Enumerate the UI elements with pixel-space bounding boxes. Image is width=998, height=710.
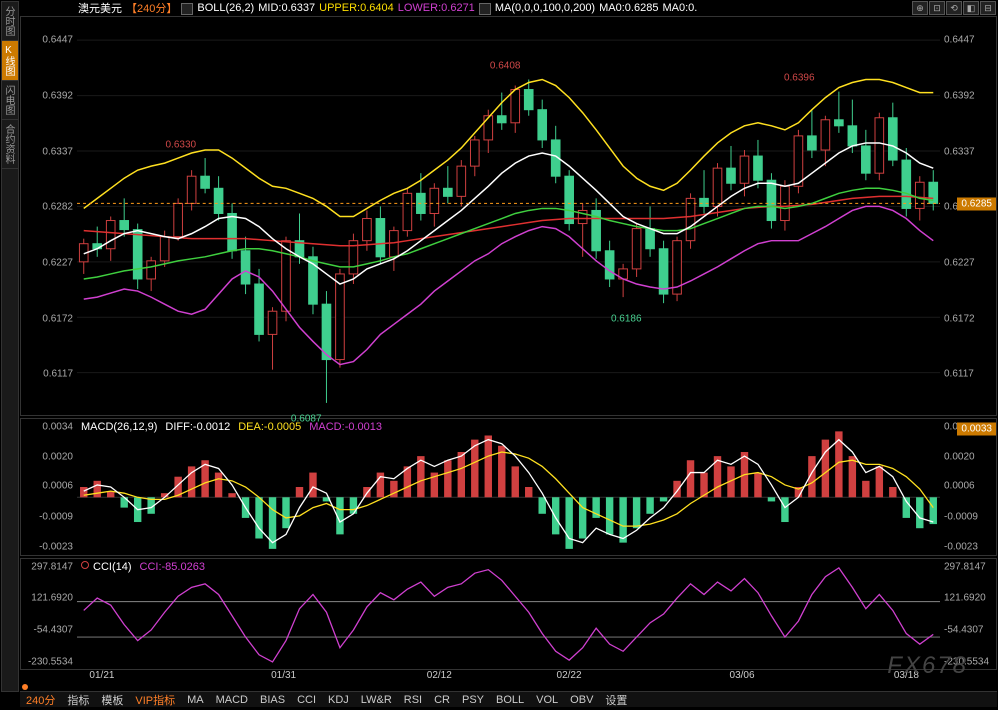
leftbar-tab[interactable]: 分时图 — [2, 2, 18, 41]
indicator-tab[interactable]: MA — [181, 692, 210, 708]
cci-yaxis-left: -230.5534-54.4307121.6920297.8147 — [21, 559, 77, 669]
cci-value: CCI:-85.0263 — [140, 561, 205, 573]
macd-dea: DEA:-0.0005 — [238, 421, 301, 433]
cci-plot[interactable] — [77, 559, 940, 669]
indicator-tab[interactable]: MACD — [210, 692, 254, 708]
indicator-tab[interactable]: VIP指标 — [129, 690, 181, 710]
cci-marker-icon — [81, 561, 89, 569]
boll-upper: UPPER:0.6404 — [319, 2, 394, 14]
macd-plot[interactable] — [77, 419, 940, 555]
leftbar-tab[interactable]: 闪电图 — [2, 81, 18, 120]
indicator-tab[interactable]: 设置 — [599, 690, 633, 710]
xaxis-label: 03/18 — [894, 670, 919, 681]
indicator-tab[interactable]: 模板 — [95, 690, 129, 710]
indicator-tab[interactable]: OBV — [564, 692, 599, 708]
leftbar-tab[interactable]: K线图 — [2, 41, 18, 81]
tool-icon[interactable]: ⊕ — [912, 1, 928, 15]
xaxis-label: 02/22 — [557, 670, 582, 681]
tool-icon[interactable]: ⟲ — [946, 1, 962, 15]
price-chart-panel[interactable]: 0.61170.61720.62270.62820.63370.63920.64… — [20, 16, 997, 416]
indicator-tab[interactable]: KDJ — [322, 692, 355, 708]
xaxis-label: 02/12 — [427, 670, 452, 681]
price-plot[interactable]: 0.63300.60870.64080.61860.6396 — [77, 17, 940, 415]
ma0: MA0:0.6285 — [599, 2, 658, 14]
price-yaxis-right: 0.61170.61720.62270.62820.63370.63920.64… — [940, 17, 996, 415]
indicator-tab[interactable]: BOLL — [490, 692, 530, 708]
price-yaxis-left: 0.61170.61720.62270.62820.63370.63920.64… — [21, 17, 77, 415]
indicator-tabs-bar: 240分 指标模板VIP指标MAMACDBIASCCIKDJLW&RRSICRP… — [20, 691, 997, 707]
macd-yaxis-right: -0.0023-0.00090.00060.00200.00340.0033 — [940, 419, 996, 555]
cci-yaxis-right: -230.5534-54.4307121.6920297.8147 — [940, 559, 996, 669]
xaxis-label: 01/31 — [271, 670, 296, 681]
cci-header: CCI(14) CCI:-85.0263 — [81, 561, 205, 573]
macd-yaxis-left: -0.0023-0.00090.00060.00200.0034 — [21, 419, 77, 555]
time-axis: 01/21 01/31 02/12 02/22 03/06 03/18 — [76, 670, 941, 684]
indicator-tab[interactable]: BIAS — [254, 692, 291, 708]
macd-diff: DIFF:-0.0012 — [165, 421, 230, 433]
ma-toggle[interactable] — [479, 3, 491, 15]
current-price-tag: 0.6285 — [957, 198, 996, 211]
indicator-tab[interactable]: 指标 — [61, 690, 95, 710]
tool-icon[interactable]: ⊟ — [980, 1, 996, 15]
cci-panel[interactable]: CCI(14) CCI:-85.0263 -230.5534-54.430712… — [20, 558, 997, 670]
indicator-tab[interactable]: CCI — [291, 692, 322, 708]
macd-header: MACD(26,12,9) DIFF:-0.0012 DEA:-0.0005 M… — [81, 421, 382, 433]
boll-toggle[interactable] — [181, 3, 193, 15]
macd-current-tag: 0.0033 — [957, 423, 996, 436]
symbol-label: 澳元美元 — [78, 0, 122, 16]
tool-icon[interactable]: ◧ — [963, 1, 979, 15]
macd-panel[interactable]: MACD(26,12,9) DIFF:-0.0012 DEA:-0.0005 M… — [20, 418, 997, 556]
macd-label: MACD(26,12,9) — [81, 421, 157, 433]
boll-mid: MID:0.6337 — [258, 2, 315, 14]
leftbar-tab[interactable]: 合约资料 — [2, 120, 18, 169]
boll-label: BOLL(26,2) — [197, 2, 254, 14]
ma-label: MA(0,0,0,100,0,200) — [495, 2, 595, 14]
indicator-tab[interactable]: VOL — [530, 692, 564, 708]
indicator-tab[interactable]: LW&R — [355, 692, 398, 708]
xaxis-label: 01/21 — [89, 670, 114, 681]
chart-tools: ⊕⊡⟲◧⊟ — [912, 1, 996, 15]
indicator-tab[interactable]: RSI — [398, 692, 428, 708]
bottom-timeframe[interactable]: 240分 — [20, 692, 61, 708]
tool-icon[interactable]: ⊡ — [929, 1, 945, 15]
left-sidebar: 分时图K线图闪电图合约资料 — [1, 1, 19, 692]
timeline-marker[interactable] — [22, 684, 28, 690]
macd-macd: MACD:-0.0013 — [309, 421, 382, 433]
indicator-tab[interactable]: CR — [428, 692, 456, 708]
chart-header: 澳元美元 【240分】 BOLL(26,2) MID:0.6337 UPPER:… — [20, 1, 997, 15]
cci-label: CCI(14) — [93, 561, 132, 573]
ma1: MA0:0. — [662, 2, 697, 14]
boll-lower: LOWER:0.6271 — [398, 2, 475, 14]
timeframe-label: 【240分】 — [126, 0, 177, 16]
xaxis-label: 03/06 — [730, 670, 755, 681]
indicator-tab[interactable]: PSY — [456, 692, 490, 708]
